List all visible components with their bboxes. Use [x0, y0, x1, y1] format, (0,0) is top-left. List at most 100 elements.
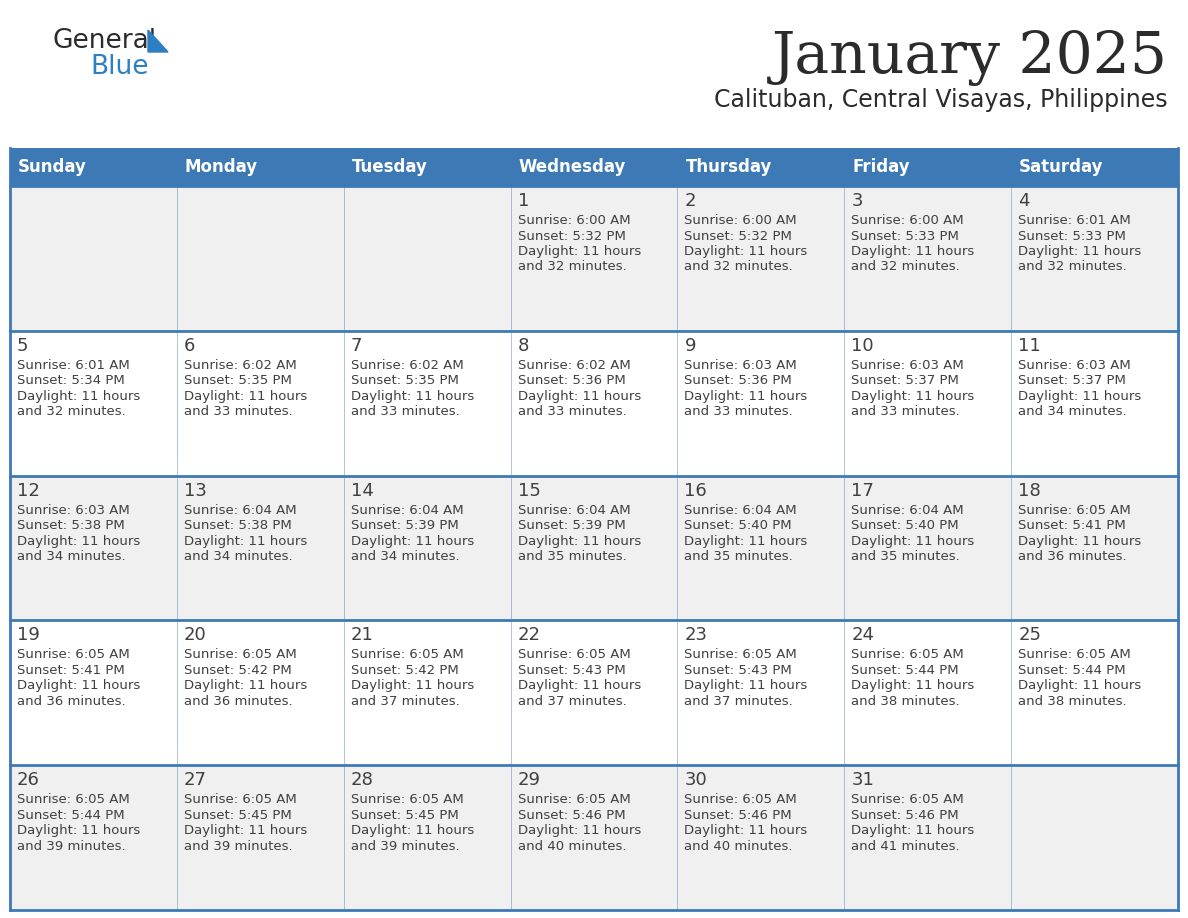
Text: 11: 11 — [1018, 337, 1041, 354]
Text: Sunset: 5:42 PM: Sunset: 5:42 PM — [184, 664, 291, 677]
Text: 12: 12 — [17, 482, 40, 499]
Text: Sunrise: 6:03 AM: Sunrise: 6:03 AM — [17, 504, 129, 517]
Text: Daylight: 11 hours: Daylight: 11 hours — [852, 824, 974, 837]
Text: Sunset: 5:32 PM: Sunset: 5:32 PM — [518, 230, 625, 242]
Text: Tuesday: Tuesday — [352, 158, 428, 176]
Text: Sunset: 5:46 PM: Sunset: 5:46 PM — [518, 809, 625, 822]
Text: Sunrise: 6:05 AM: Sunrise: 6:05 AM — [17, 793, 129, 806]
Text: Friday: Friday — [852, 158, 910, 176]
Text: Sunrise: 6:05 AM: Sunrise: 6:05 AM — [852, 793, 963, 806]
Text: Sunset: 5:40 PM: Sunset: 5:40 PM — [684, 519, 792, 532]
Text: Sunrise: 6:04 AM: Sunrise: 6:04 AM — [852, 504, 963, 517]
Text: Daylight: 11 hours: Daylight: 11 hours — [17, 679, 140, 692]
Text: Sunset: 5:39 PM: Sunset: 5:39 PM — [350, 519, 459, 532]
Text: Daylight: 11 hours: Daylight: 11 hours — [684, 390, 808, 403]
Text: Daylight: 11 hours: Daylight: 11 hours — [518, 245, 640, 258]
Text: Sunset: 5:43 PM: Sunset: 5:43 PM — [518, 664, 625, 677]
Text: Daylight: 11 hours: Daylight: 11 hours — [17, 824, 140, 837]
Text: and 41 minutes.: and 41 minutes. — [852, 840, 960, 853]
Text: and 39 minutes.: and 39 minutes. — [184, 840, 292, 853]
Text: Sunrise: 6:05 AM: Sunrise: 6:05 AM — [518, 648, 631, 661]
Text: 19: 19 — [17, 626, 40, 644]
Text: Sunset: 5:45 PM: Sunset: 5:45 PM — [350, 809, 459, 822]
Text: Daylight: 11 hours: Daylight: 11 hours — [184, 824, 308, 837]
Bar — [10, 766, 1178, 910]
Text: and 36 minutes.: and 36 minutes. — [1018, 550, 1126, 563]
Text: 16: 16 — [684, 482, 707, 499]
Text: Sunrise: 6:03 AM: Sunrise: 6:03 AM — [852, 359, 963, 372]
Text: 1: 1 — [518, 192, 529, 210]
Text: Sunset: 5:37 PM: Sunset: 5:37 PM — [1018, 375, 1126, 387]
Text: and 33 minutes.: and 33 minutes. — [684, 406, 794, 419]
Text: Daylight: 11 hours: Daylight: 11 hours — [518, 534, 640, 548]
Text: and 37 minutes.: and 37 minutes. — [350, 695, 460, 708]
Text: Sunrise: 6:00 AM: Sunrise: 6:00 AM — [518, 214, 630, 227]
Text: 9: 9 — [684, 337, 696, 354]
Text: Daylight: 11 hours: Daylight: 11 hours — [17, 534, 140, 548]
Text: and 36 minutes.: and 36 minutes. — [17, 695, 126, 708]
Bar — [1011, 148, 1178, 186]
Polygon shape — [148, 30, 168, 52]
Bar — [10, 621, 1178, 766]
Bar — [677, 148, 845, 186]
Text: Sunset: 5:35 PM: Sunset: 5:35 PM — [350, 375, 459, 387]
Text: Daylight: 11 hours: Daylight: 11 hours — [350, 824, 474, 837]
Text: Daylight: 11 hours: Daylight: 11 hours — [518, 679, 640, 692]
Text: and 38 minutes.: and 38 minutes. — [1018, 695, 1126, 708]
Text: 20: 20 — [184, 626, 207, 644]
Text: Daylight: 11 hours: Daylight: 11 hours — [1018, 390, 1142, 403]
Text: 28: 28 — [350, 771, 373, 789]
Text: 7: 7 — [350, 337, 362, 354]
Text: Daylight: 11 hours: Daylight: 11 hours — [350, 679, 474, 692]
Text: Sunrise: 6:05 AM: Sunrise: 6:05 AM — [1018, 648, 1131, 661]
Text: Sunset: 5:32 PM: Sunset: 5:32 PM — [684, 230, 792, 242]
Text: and 34 minutes.: and 34 minutes. — [17, 550, 126, 563]
Text: 27: 27 — [184, 771, 207, 789]
Text: Sunrise: 6:05 AM: Sunrise: 6:05 AM — [684, 793, 797, 806]
Text: and 40 minutes.: and 40 minutes. — [684, 840, 792, 853]
Text: 14: 14 — [350, 482, 373, 499]
Text: Daylight: 11 hours: Daylight: 11 hours — [184, 390, 308, 403]
Bar — [10, 148, 177, 186]
Text: Sunrise: 6:03 AM: Sunrise: 6:03 AM — [1018, 359, 1131, 372]
Bar — [10, 476, 1178, 621]
Text: Sunrise: 6:00 AM: Sunrise: 6:00 AM — [852, 214, 963, 227]
Bar — [10, 186, 1178, 330]
Text: Thursday: Thursday — [685, 158, 772, 176]
Text: 4: 4 — [1018, 192, 1030, 210]
Text: General: General — [52, 28, 156, 54]
Text: 15: 15 — [518, 482, 541, 499]
Text: 31: 31 — [852, 771, 874, 789]
Text: 3: 3 — [852, 192, 862, 210]
Text: and 32 minutes.: and 32 minutes. — [684, 261, 794, 274]
Text: and 35 minutes.: and 35 minutes. — [684, 550, 794, 563]
Text: and 32 minutes.: and 32 minutes. — [518, 261, 626, 274]
Text: Sunset: 5:45 PM: Sunset: 5:45 PM — [184, 809, 291, 822]
Text: Sunset: 5:42 PM: Sunset: 5:42 PM — [350, 664, 459, 677]
Text: Sunset: 5:46 PM: Sunset: 5:46 PM — [684, 809, 792, 822]
Text: and 32 minutes.: and 32 minutes. — [1018, 261, 1127, 274]
Text: 8: 8 — [518, 337, 529, 354]
Text: Daylight: 11 hours: Daylight: 11 hours — [684, 824, 808, 837]
Text: 23: 23 — [684, 626, 707, 644]
Text: Daylight: 11 hours: Daylight: 11 hours — [518, 390, 640, 403]
Text: Sunset: 5:33 PM: Sunset: 5:33 PM — [852, 230, 959, 242]
Text: Sunrise: 6:04 AM: Sunrise: 6:04 AM — [684, 504, 797, 517]
Bar — [511, 148, 677, 186]
Text: and 34 minutes.: and 34 minutes. — [184, 550, 292, 563]
Text: Daylight: 11 hours: Daylight: 11 hours — [684, 245, 808, 258]
Text: Sunrise: 6:03 AM: Sunrise: 6:03 AM — [684, 359, 797, 372]
Text: Sunrise: 6:02 AM: Sunrise: 6:02 AM — [350, 359, 463, 372]
Bar — [10, 330, 1178, 476]
Text: Sunrise: 6:05 AM: Sunrise: 6:05 AM — [350, 793, 463, 806]
Text: Daylight: 11 hours: Daylight: 11 hours — [684, 534, 808, 548]
Text: Sunset: 5:43 PM: Sunset: 5:43 PM — [684, 664, 792, 677]
Text: 30: 30 — [684, 771, 707, 789]
Text: and 32 minutes.: and 32 minutes. — [852, 261, 960, 274]
Text: and 32 minutes.: and 32 minutes. — [17, 406, 126, 419]
Text: Daylight: 11 hours: Daylight: 11 hours — [1018, 679, 1142, 692]
Text: Daylight: 11 hours: Daylight: 11 hours — [684, 679, 808, 692]
Text: Daylight: 11 hours: Daylight: 11 hours — [518, 824, 640, 837]
Text: Sunrise: 6:05 AM: Sunrise: 6:05 AM — [184, 793, 297, 806]
Text: 10: 10 — [852, 337, 874, 354]
